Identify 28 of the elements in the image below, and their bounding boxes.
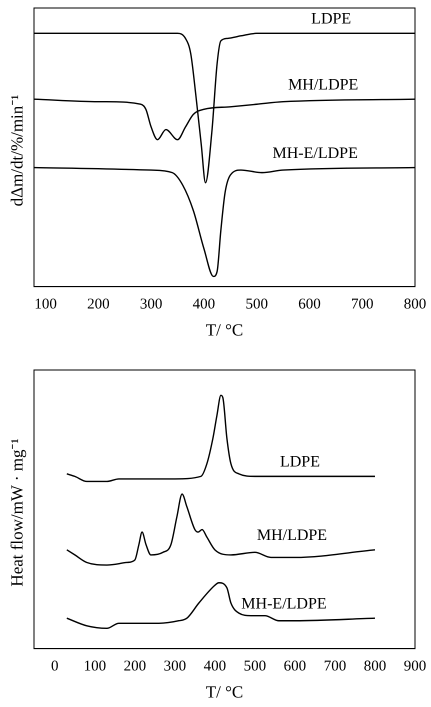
x-tick-label: 800 (364, 658, 386, 675)
x-tick-label: 700 (324, 658, 346, 675)
y-axis-title: Heat flow/mW · mg⁻¹ (6, 438, 28, 586)
x-tick-label: 500 (244, 658, 266, 675)
x-tick-label: 100 (34, 296, 57, 313)
x-tick-label: 300 (164, 658, 186, 675)
x-tick-label: 100 (84, 658, 106, 675)
x-tick-label: 200 (87, 296, 110, 313)
series-label: LDPE (280, 454, 320, 471)
x-tick-label: 400 (192, 296, 216, 313)
x-tick-label: 0 (51, 658, 59, 675)
x-tick-label: 600 (298, 296, 321, 313)
x-tick-label: 800 (404, 296, 426, 313)
series-label: MH/LDPE (288, 76, 358, 94)
x-tick-label: 900 (404, 658, 426, 675)
x-tick-label: 500 (245, 296, 268, 313)
series-label: MH-E/LDPE (241, 595, 327, 612)
x-tick-label: 300 (140, 296, 162, 313)
x-tick-label: 400 (204, 658, 226, 675)
series-label: MH-E/LDPE (272, 144, 358, 162)
x-axis-title: T/ °C (206, 320, 244, 340)
x-tick-label: 200 (124, 658, 146, 675)
x-axis-title: T/ °C (206, 682, 244, 702)
y-axis-title: dΔm/dt/%/min⁻¹ (6, 94, 28, 206)
series-label: LDPE (311, 10, 352, 28)
series-label: MH/LDPE (256, 527, 328, 544)
x-tick-label: 600 (284, 658, 306, 675)
x-tick-label: 700 (350, 296, 374, 313)
